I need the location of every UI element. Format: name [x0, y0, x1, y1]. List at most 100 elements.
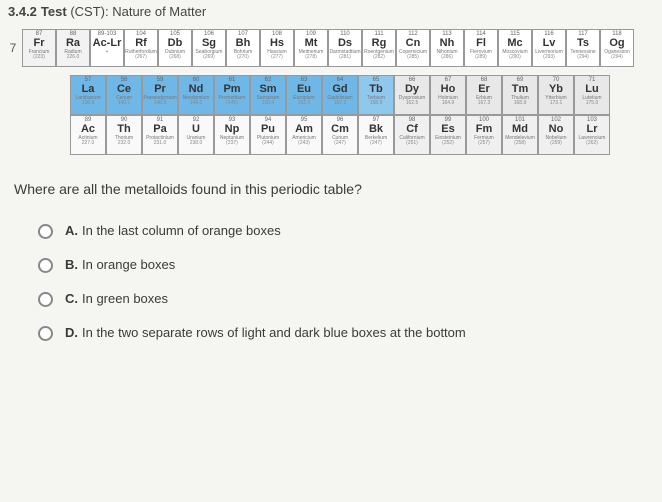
- atomic-mass: (278): [305, 55, 317, 60]
- atomic-mass: 138.9: [82, 101, 95, 106]
- atomic-mass: 226.0: [67, 55, 80, 60]
- atomic-mass: (281): [339, 55, 351, 60]
- element-cell-Bk: 97BkBerkelium(247): [358, 115, 394, 155]
- atomic-mass: (259): [550, 141, 562, 146]
- element-cell-Eu: 63EuEuropium152.0: [286, 75, 322, 115]
- option-A[interactable]: A.In the last column of orange boxes: [38, 223, 624, 239]
- option-text: D.In the two separate rows of light and …: [65, 325, 466, 340]
- period-label: 7: [4, 29, 22, 67]
- element-name: +: [106, 50, 109, 55]
- atomic-mass: 175.0: [586, 101, 599, 106]
- answer-options: A.In the last column of orange boxes B.In…: [38, 223, 624, 341]
- option-text: C.In green boxes: [65, 291, 168, 306]
- element-cell-Cf: 98CfCalifornium(251): [394, 115, 430, 155]
- element-cell-Ts: 117TsTennessine(294): [566, 29, 600, 67]
- atomic-mass: (290): [509, 55, 521, 60]
- element-cell-Bh: 107BhBohrium(270): [226, 29, 260, 67]
- element-cell-Ds: 110DsDarmstadtium(281): [328, 29, 362, 67]
- element-cell-Yb: 70YbYtterbium173.1: [538, 75, 574, 115]
- atomic-mass: (145): [226, 101, 238, 106]
- element-cell-Pm: 61PmPromethium(145): [214, 75, 250, 115]
- atomic-mass: 144.2: [190, 101, 203, 106]
- atomic-mass: 232.0: [118, 141, 131, 146]
- element-cell-Tm: 69TmThulium168.9: [502, 75, 538, 115]
- element-cell-Ac-Lr: 89-103Ac-Lr+: [90, 29, 124, 67]
- row7-cells: 87FrFrancium(223)88RaRadium226.089-103Ac…: [22, 29, 634, 67]
- atomic-mass: (247): [370, 141, 382, 146]
- element-cell-Pr: 59PrPraseodymium140.9: [142, 75, 178, 115]
- actinide-row: 89AcActinium227.090ThThorium232.091PaPro…: [70, 115, 662, 155]
- element-cell-Rg: 111RgRoentgenium(282): [362, 29, 396, 67]
- element-cell-Ac: 89AcActinium227.0: [70, 115, 106, 155]
- atomic-mass: (289): [475, 55, 487, 60]
- option-text: A.In the last column of orange boxes: [65, 223, 281, 238]
- atomic-mass: (267): [135, 55, 147, 60]
- element-cell-Cn: 112CnCopernicium(285): [396, 29, 430, 67]
- option-D[interactable]: D.In the two separate rows of light and …: [38, 325, 624, 341]
- element-cell-Pu: 94PuPlutonium(244): [250, 115, 286, 155]
- atomic-mass: (294): [611, 55, 623, 60]
- element-cell-Lu: 71LuLutetium175.0: [574, 75, 610, 115]
- element-cell-La: 57LaLanthanum138.9: [70, 75, 106, 115]
- element-cell-No: 102NoNobelium(259): [538, 115, 574, 155]
- element-cell-Sm: 62SmSamarium150.4: [250, 75, 286, 115]
- atomic-mass: 157.3: [334, 101, 347, 106]
- atomic-mass: 173.1: [550, 101, 563, 106]
- periodic-row-7: 7 87FrFrancium(223)88RaRadium226.089-103…: [4, 29, 658, 67]
- option-C[interactable]: C.In green boxes: [38, 291, 624, 307]
- atomic-mass: 150.4: [262, 101, 275, 106]
- atomic-mass: (262): [586, 141, 598, 146]
- atomic-mass: 152.0: [298, 101, 311, 106]
- element-cell-Es: 99EsEinsteinium(252): [430, 115, 466, 155]
- element-cell-Lv: 116LvLivermorium(293): [532, 29, 566, 67]
- atomic-mass: (251): [406, 141, 418, 146]
- element-cell-Rf: 104RfRutherfordium(267): [124, 29, 158, 67]
- radio-icon[interactable]: [38, 258, 53, 273]
- atomic-mass: (243): [298, 141, 310, 146]
- f-block: 57LaLanthanum138.958CeCerium140.159PrPra…: [70, 75, 662, 155]
- atomic-mass: (237): [226, 141, 238, 146]
- element-cell-Np: 93NpNeptunium(237): [214, 115, 250, 155]
- atomic-mass: (277): [271, 55, 283, 60]
- element-cell-Sg: 106SgSeaborgium(269): [192, 29, 226, 67]
- atomic-mass: (258): [514, 141, 526, 146]
- test-type: (CST):: [70, 4, 108, 19]
- section-number: 3.4.2: [8, 4, 37, 19]
- atomic-mass: 167.3: [478, 101, 491, 106]
- element-cell-Hs: 108HsHassium(277): [260, 29, 294, 67]
- atomic-mass: (293): [543, 55, 555, 60]
- atomic-mass: (223): [33, 55, 45, 60]
- element-cell-Fl: 114FlFlerovium(289): [464, 29, 498, 67]
- element-cell-Lr: 103LrLawrencium(262): [574, 115, 610, 155]
- option-B[interactable]: B.In orange boxes: [38, 257, 624, 273]
- element-cell-Nh: 113NhNihonium(286): [430, 29, 464, 67]
- radio-icon[interactable]: [38, 224, 53, 239]
- element-cell-Ce: 58CeCerium140.1: [106, 75, 142, 115]
- element-cell-Ho: 67HoHolmium164.9: [430, 75, 466, 115]
- element-cell-Md: 101MdMendelevium(258): [502, 115, 538, 155]
- atomic-mass: (270): [237, 55, 249, 60]
- atomic-mass: (294): [577, 55, 589, 60]
- element-cell-Th: 90ThThorium232.0: [106, 115, 142, 155]
- atomic-mass: (252): [442, 141, 454, 146]
- atomic-mass: 164.9: [442, 101, 455, 106]
- element-cell-Tb: 65TbTerbium158.9: [358, 75, 394, 115]
- test-header: 3.4.2 Test (CST): Nature of Matter: [0, 0, 662, 23]
- element-cell-U: 92UUranium238.0: [178, 115, 214, 155]
- element-cell-Fr: 87FrFrancium(223): [22, 29, 56, 67]
- atomic-mass: 231.0: [154, 141, 167, 146]
- radio-icon[interactable]: [38, 326, 53, 341]
- atomic-mass: 158.9: [370, 101, 383, 106]
- element-cell-Db: 105DbDubnium(268): [158, 29, 192, 67]
- element-cell-Er: 68ErErbium167.3: [466, 75, 502, 115]
- atomic-mass: (286): [441, 55, 453, 60]
- atomic-mass: (247): [334, 141, 346, 146]
- element-cell-Nd: 60NdNeodymium144.2: [178, 75, 214, 115]
- test-subtitle: Nature of Matter: [112, 4, 206, 19]
- test-title: Test: [41, 4, 67, 19]
- element-cell-Cm: 96CmCurium(247): [322, 115, 358, 155]
- radio-icon[interactable]: [38, 292, 53, 307]
- element-cell-Mc: 115McMoscovium(290): [498, 29, 532, 67]
- element-cell-Mt: 109MtMeitnerium(278): [294, 29, 328, 67]
- atomic-mass: 162.5: [406, 101, 419, 106]
